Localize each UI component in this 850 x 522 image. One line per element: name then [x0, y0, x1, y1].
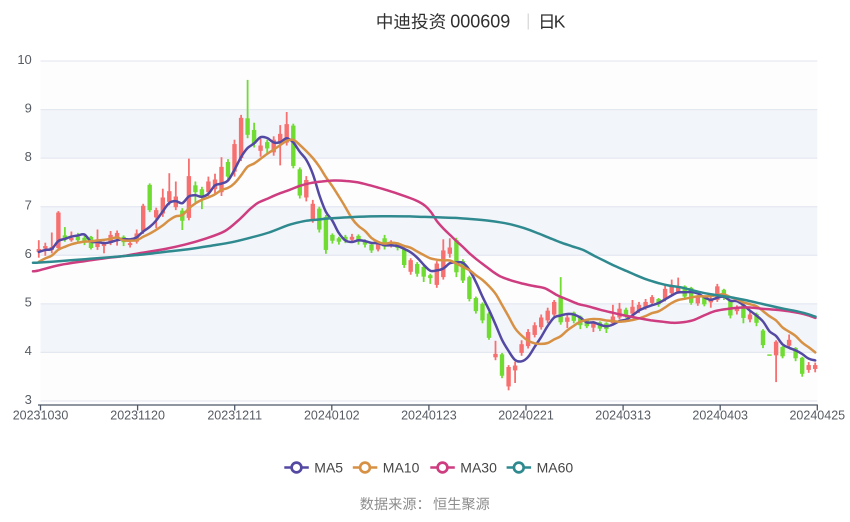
svg-text:6: 6 [25, 246, 32, 261]
svg-text:10: 10 [17, 52, 31, 67]
svg-text:20240221: 20240221 [498, 409, 554, 423]
svg-text:000609: 000609 [450, 12, 510, 32]
svg-text:20240102: 20240102 [304, 409, 360, 423]
svg-text:MA60: MA60 [537, 459, 574, 475]
svg-text:3: 3 [25, 392, 32, 407]
svg-text:20231030: 20231030 [13, 409, 69, 423]
svg-text:MA5: MA5 [314, 459, 343, 475]
svg-text:20240313: 20240313 [595, 409, 651, 423]
svg-text:7: 7 [25, 198, 32, 213]
svg-text:4: 4 [25, 343, 32, 358]
svg-text:9: 9 [25, 100, 32, 115]
svg-text:20231120: 20231120 [110, 409, 165, 423]
svg-text:20231211: 20231211 [207, 409, 262, 423]
svg-text:20240425: 20240425 [789, 409, 845, 423]
svg-text:8: 8 [25, 149, 32, 164]
svg-text:20240123: 20240123 [401, 409, 457, 423]
svg-text:20240403: 20240403 [692, 409, 748, 423]
svg-text:MA30: MA30 [460, 459, 497, 475]
svg-text:5: 5 [25, 295, 32, 310]
svg-text:K: K [554, 12, 566, 32]
svg-text:MA10: MA10 [383, 459, 420, 475]
